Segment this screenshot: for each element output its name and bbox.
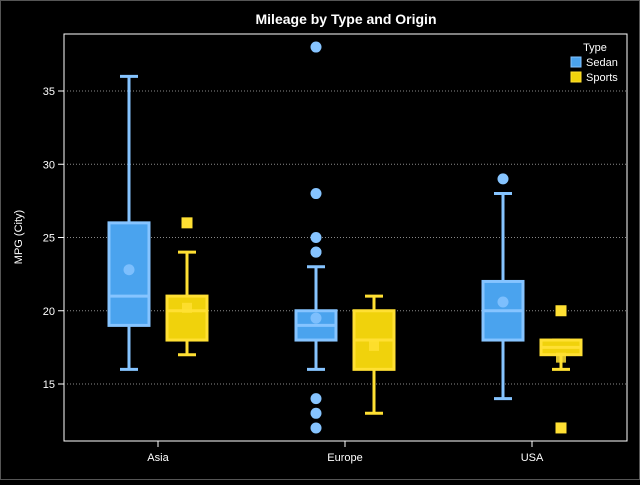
- legend: Type Sedan Sports: [570, 42, 618, 84]
- outlier-sedan-europe-5: [310, 232, 322, 243]
- chart-title: Mileage by Type and Origin: [256, 11, 437, 27]
- grid-layer: [64, 90, 627, 385]
- outlier-sedan-europe-7: [310, 41, 322, 53]
- box-sports-asia: [165, 294, 209, 342]
- outlier-sports-asia-0: [181, 217, 193, 229]
- mean-marker-sedan-europe: [310, 312, 322, 324]
- mean-marker-sports-europe: [369, 340, 379, 351]
- outlier-sedan-europe-2: [310, 393, 322, 405]
- outlier-sedan-usa-0: [497, 173, 509, 185]
- mean-marker-sports-usa: [556, 352, 566, 363]
- y-axis-label: MPG (City): [13, 210, 25, 264]
- box-group-sports-asia: [165, 217, 209, 357]
- legend-swatch-sedan: [570, 56, 582, 68]
- axis-layer: 15 20 25 30 35 Asia Europe USA: [43, 86, 544, 464]
- mean-marker-sedan-usa: [497, 296, 509, 308]
- box-group-sedan-europe: [294, 41, 338, 434]
- mean-marker-sedan-asia: [123, 264, 135, 276]
- legend-label-sedan: Sedan: [586, 57, 618, 69]
- box-group-sports-europe: [352, 294, 396, 415]
- x-tick-label-asia: Asia: [147, 452, 169, 464]
- outlier-sedan-europe-4: [310, 246, 322, 258]
- mean-marker-sports-asia: [182, 302, 192, 313]
- legend-swatch-sports: [570, 71, 582, 83]
- y-tick-label-15: 15: [43, 379, 55, 391]
- box-group-sports-usa: [539, 305, 583, 434]
- box-layer: [107, 41, 583, 434]
- legend-label-sports: Sports: [586, 72, 618, 84]
- y-tick-label-20: 20: [43, 306, 55, 318]
- box-group-sedan-asia: [107, 74, 151, 371]
- y-tick-label-30: 30: [43, 159, 55, 171]
- legend-title: Type: [583, 42, 607, 54]
- outlier-sports-usa-0: [555, 422, 567, 434]
- outlier-sports-usa-1: [555, 305, 567, 317]
- y-tick-label-35: 35: [43, 86, 55, 98]
- x-tick-label-europe: Europe: [327, 452, 362, 464]
- box-sedan-asia: [107, 221, 151, 327]
- outlier-sedan-europe-0: [310, 422, 322, 434]
- x-tick-label-usa: USA: [521, 452, 544, 464]
- y-tick-label-25: 25: [43, 233, 55, 245]
- box-group-sedan-usa: [481, 173, 525, 401]
- outlier-sedan-europe-6: [310, 188, 322, 200]
- outlier-sedan-europe-1: [310, 407, 322, 419]
